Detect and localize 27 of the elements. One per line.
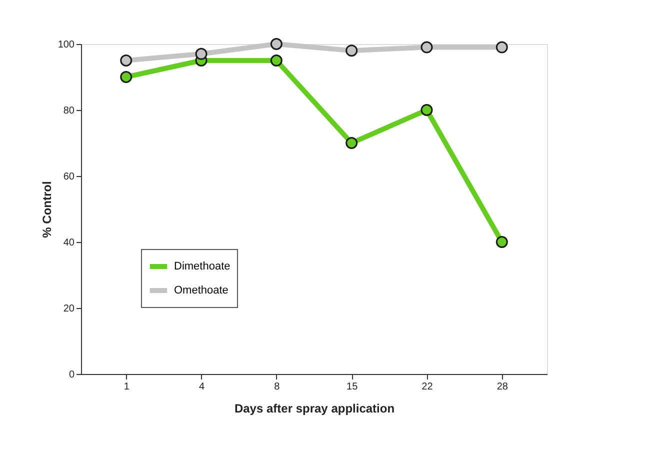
y-tick-label: 100: [58, 40, 75, 50]
x-tick-label: 4: [198, 382, 205, 392]
x-tick-label: 8: [274, 382, 280, 392]
point: [496, 236, 508, 248]
point: [420, 41, 433, 54]
y-axis-title: % Control: [40, 181, 54, 238]
y-tick-label: 80: [63, 106, 75, 116]
x-tick-label: 28: [496, 382, 508, 392]
point: [195, 48, 208, 60]
point: [346, 44, 358, 57]
point: [120, 54, 132, 66]
point: [270, 38, 282, 50]
point: [270, 54, 282, 66]
point: [420, 104, 433, 116]
point: [120, 71, 132, 83]
y-tick-label: 0: [68, 370, 75, 380]
legend-label: Omethoate: [174, 284, 228, 296]
point: [496, 41, 508, 54]
x-axis-title: Days after spray application: [234, 402, 395, 416]
y-tick-label: 40: [63, 238, 75, 248]
x-tick-label: 15: [346, 382, 358, 392]
y-tick-label: 20: [63, 304, 75, 314]
x-tick-label: 1: [124, 382, 130, 392]
point: [346, 137, 358, 149]
y-tick-label: 60: [63, 172, 75, 182]
legend-label: Dimethoate: [174, 260, 230, 272]
x-tick-label: 22: [422, 382, 434, 392]
